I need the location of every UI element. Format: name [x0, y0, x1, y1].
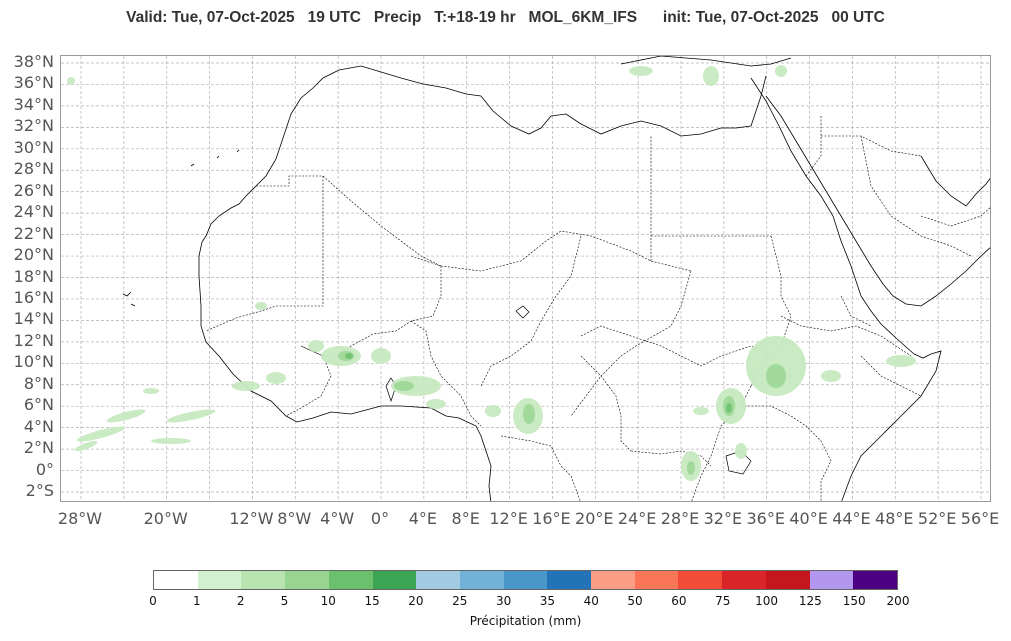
africa-west-coast: [201, 65, 482, 243]
latitude-label: 2°S: [25, 481, 54, 500]
longitude-label: 52°E: [917, 509, 957, 528]
longitude-label: 36°E: [746, 509, 785, 528]
latitude-label: 36°N: [13, 73, 54, 93]
colorbar-swatch: [154, 571, 198, 589]
colorbar-tick: 125: [798, 594, 822, 608]
colorbar-tick: 15: [364, 594, 380, 608]
arabia-gulf: [920, 155, 990, 207]
colorbar-tick: 10: [320, 594, 336, 608]
longitude-label: 40°E: [789, 509, 828, 528]
colorbar-swatch: [285, 571, 329, 589]
latitude-label: 8°N: [23, 373, 54, 393]
longitude-label: 8°W: [277, 509, 312, 528]
mediterranean-coast: [480, 75, 767, 137]
colorbar-swatch: [722, 571, 766, 589]
latitude-label: 6°N: [23, 395, 54, 415]
turkey-coast: [620, 56, 792, 67]
red-sea-east: [765, 95, 990, 307]
colorbar-swatch: [197, 571, 242, 589]
colorbar-swatch: [591, 571, 635, 589]
latitude-label: 16°N: [13, 287, 54, 307]
precipitation-heavy: [345, 353, 732, 413]
colorbar-tick: 40: [583, 594, 599, 608]
latitude-label: 34°N: [13, 94, 54, 114]
longitude-label: 16°E: [532, 509, 571, 528]
longitude-label: 0°: [370, 509, 390, 528]
latitude-label: 14°N: [13, 309, 54, 329]
latitude-label: 38°N: [13, 52, 54, 71]
graticule: [61, 56, 990, 501]
country-borders: [205, 116, 990, 501]
longitude-label: 48°E: [875, 509, 914, 528]
colorbar-tick: 30: [495, 594, 512, 608]
colorbar-swatch: [459, 571, 504, 589]
map-panel: [60, 55, 991, 502]
longitude-label: 12°E: [489, 509, 528, 528]
latitude-label: 28°N: [13, 159, 54, 179]
latitude-label: 26°N: [13, 180, 54, 200]
map-canvas: [61, 56, 990, 501]
colorbar-tick: 5: [280, 594, 289, 608]
colorbar-tick: 20: [408, 594, 424, 608]
cape-verde: [122, 291, 136, 307]
colorbar-swatch: [547, 571, 592, 589]
colorbar-swatch: [372, 571, 417, 589]
latitude-label: 18°N: [13, 266, 54, 286]
colorbar-tick: 0: [149, 594, 157, 608]
longitude-label: 28°W: [57, 509, 103, 528]
longitude-label: 32°E: [703, 509, 743, 528]
colorbar-swatch: [503, 571, 548, 589]
colorbar: [153, 570, 898, 590]
colorbar-tick: 200: [886, 594, 910, 608]
latitude-label: 24°N: [13, 202, 54, 222]
colorbar-swatch: [809, 571, 854, 589]
colorbar-swatch: [416, 571, 460, 589]
canary-islands: [190, 149, 240, 167]
colorbar-tick: 35: [539, 594, 556, 608]
colorbar-tick: 60: [671, 594, 687, 608]
colorbar-swatch: [328, 571, 373, 589]
colorbar-swatch: [853, 571, 897, 589]
longitude-label: 8°E: [451, 509, 480, 528]
longitude-label: 4°E: [408, 509, 437, 528]
longitude-label: 44°E: [832, 509, 871, 528]
longitude-label: 56°E: [960, 509, 1000, 528]
latitude-label: 4°N: [23, 416, 54, 436]
latitude-label: 0°: [35, 459, 54, 479]
colorbar-tick: 75: [715, 594, 731, 608]
latitude-label: 20°N: [13, 245, 54, 265]
longitude-label: 28°E: [660, 509, 700, 528]
longitude-label: 20°W: [143, 509, 188, 528]
colorbar-tick: 1: [192, 594, 201, 608]
red-sea-west: [750, 77, 915, 355]
colorbar-label: Précipitation (mm): [469, 614, 582, 628]
colorbar-swatch: [241, 571, 286, 589]
colorbar-swatch: [634, 571, 679, 589]
colorbar-tick: 150: [842, 594, 866, 608]
latitude-label: 32°N: [13, 116, 54, 136]
atlantic-coast-south: [198, 241, 492, 501]
colorbar-swatch: [678, 571, 723, 589]
longitude-label: 12°W: [229, 509, 274, 528]
map-title: Valid: Tue, 07-Oct-2025 19 UTC Precip T:…: [126, 9, 885, 26]
colorbar-swatch: [765, 571, 810, 589]
latitude-label: 12°N: [13, 330, 54, 350]
east-africa-coast: [841, 350, 942, 501]
longitude-label: 20°E: [575, 509, 614, 528]
colorbar-tick: 100: [755, 594, 778, 608]
colorbar-tick: 25: [452, 594, 468, 608]
latitude-label: 22°N: [13, 223, 54, 243]
latitude-label: 10°N: [13, 352, 54, 372]
longitude-label: 24°E: [617, 509, 657, 528]
latitude-label: 2°N: [23, 438, 54, 458]
colorbar-tick: 50: [627, 594, 643, 608]
coastlines: [122, 56, 990, 501]
colorbar-tick: 2: [236, 594, 245, 608]
lake-chad: [515, 305, 530, 319]
latitude-label: 30°N: [13, 137, 54, 157]
longitude-label: 4°W: [320, 509, 355, 528]
